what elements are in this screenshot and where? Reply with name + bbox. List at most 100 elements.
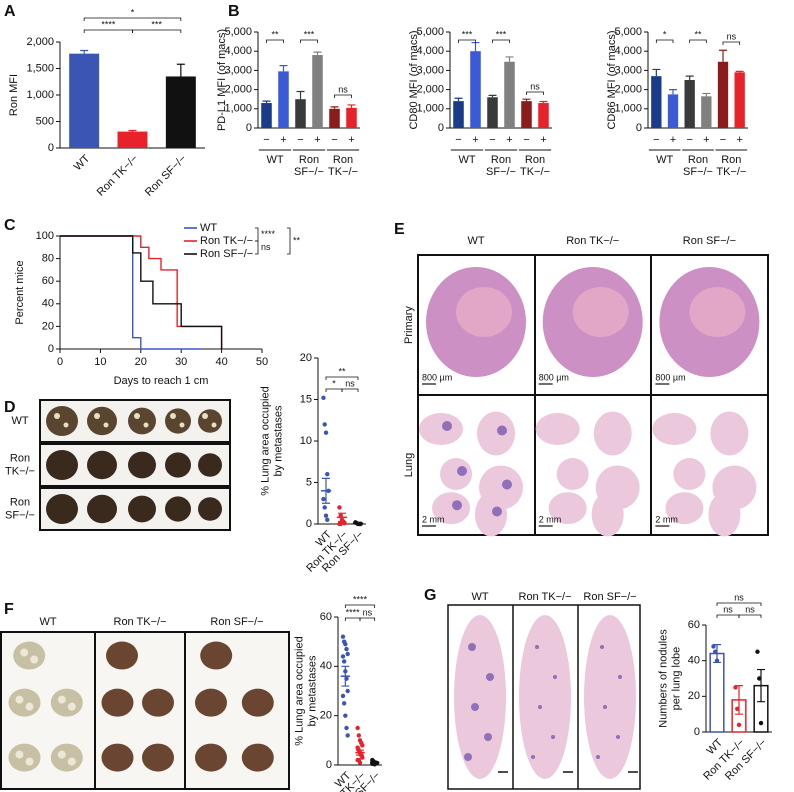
significance-bracket	[738, 614, 762, 618]
y-tick-label: 500	[36, 115, 54, 127]
y-tick-label: 40	[688, 655, 700, 667]
data-point	[323, 513, 329, 518]
column-label: WT	[467, 235, 484, 247]
tumor-photo	[165, 496, 191, 522]
data-point	[357, 760, 363, 765]
error-bar	[338, 512, 346, 523]
y-tick-label: 60	[320, 611, 332, 623]
metastasis	[603, 705, 607, 709]
metastasis	[452, 500, 462, 511]
group-label: TK−/−	[716, 166, 746, 178]
data-point	[321, 395, 326, 401]
tumor-photo	[142, 688, 174, 717]
x-tick-label: −	[653, 134, 659, 146]
bar	[667, 94, 679, 128]
column-label: Ron TK−/−	[114, 616, 167, 628]
nodule	[67, 757, 76, 766]
error-bar	[279, 65, 288, 72]
y-tick-label: 3,000	[224, 64, 252, 76]
lung-lobe	[519, 615, 571, 779]
x-tick-label: 30	[175, 356, 187, 368]
x-tick-label: −	[523, 134, 529, 146]
data-point	[340, 654, 346, 659]
x-tick-label: 50	[256, 356, 268, 368]
data-point	[340, 634, 346, 639]
significance-bracket	[132, 29, 182, 33]
bar	[504, 61, 515, 129]
tumor-photo	[101, 688, 134, 717]
y-tick-label: 3,000	[416, 64, 444, 76]
tumor-photo	[106, 641, 138, 670]
metastasis	[464, 753, 472, 761]
lung-lobe	[548, 492, 587, 525]
y-tick-label: 20	[320, 710, 332, 722]
y-tick-label: 1,000	[26, 89, 54, 101]
y-tick-label: 1,000	[416, 103, 444, 115]
significance-bracket	[458, 39, 476, 43]
y-axis-label: CD86 MFI (of macs)	[606, 30, 618, 129]
significance-bracket	[716, 614, 740, 618]
tumor-photo	[87, 494, 117, 524]
column-label: WT	[39, 616, 56, 628]
column-label: Ron SF−/−	[210, 616, 263, 628]
panel-label: A	[4, 3, 16, 20]
y-tick-label: 0	[438, 122, 444, 134]
metastasis	[486, 673, 494, 681]
y-tick-label: 0	[246, 122, 252, 134]
bar	[717, 61, 729, 129]
tumor-photo	[87, 450, 117, 480]
survival-line	[60, 235, 223, 349]
significance-bracket	[300, 39, 318, 43]
significance-label: ****	[101, 19, 116, 29]
panel-label: C	[4, 217, 16, 234]
error-bar	[262, 100, 271, 104]
y-tick-label: 2,000	[224, 84, 252, 96]
metastasis	[531, 755, 535, 759]
legend-label: Ron SF−/−	[200, 248, 253, 260]
tumor-photo	[198, 497, 222, 521]
metastasis	[551, 735, 555, 739]
data-point	[355, 725, 360, 731]
x-tick-label: −	[263, 134, 269, 146]
significance-label: ***	[151, 19, 162, 29]
x-tick-label: −	[297, 134, 303, 146]
tumor-photo	[46, 406, 78, 436]
significance-bracket	[325, 376, 359, 380]
y-axis-label: per lung lobe	[670, 647, 682, 711]
lung-lobe	[591, 492, 624, 537]
significance-bracket	[325, 388, 343, 392]
significance-label: ***	[496, 29, 507, 39]
metastasis	[553, 675, 557, 679]
significance-bracket	[359, 617, 376, 621]
data-point	[323, 430, 329, 435]
lung-lobe	[477, 411, 515, 456]
data-point	[337, 505, 342, 510]
nodule	[134, 413, 140, 419]
group-label: SF−/−	[294, 166, 324, 178]
significance-bracket	[344, 604, 376, 608]
y-tick-label: 40	[320, 660, 332, 672]
data-point	[733, 685, 738, 690]
nodule	[25, 702, 34, 711]
significance-bracket	[655, 39, 674, 43]
tumor-photo	[241, 688, 274, 717]
survival-line	[60, 235, 202, 350]
metastasis	[457, 466, 467, 476]
y-tick-label: 60	[42, 275, 54, 287]
y-tick-label: 2,000	[614, 84, 642, 96]
group-label: SF−/−	[486, 166, 516, 178]
tumor-photo	[128, 407, 156, 435]
tumor-photo	[128, 495, 156, 523]
y-tick-label: 5	[306, 476, 312, 488]
y-tick-label: 2,000	[26, 36, 54, 48]
x-tick-label: Ron SF−/−	[143, 153, 189, 199]
significance-bracket	[266, 39, 284, 43]
group-label: TK−/−	[520, 166, 550, 178]
x-tick-label: 40	[215, 356, 227, 368]
lung-lobe	[432, 492, 470, 525]
y-tick-label: 60	[688, 619, 700, 631]
error-bar	[669, 89, 677, 95]
row-label: SF−/−	[5, 509, 35, 521]
metastasis	[471, 703, 479, 711]
